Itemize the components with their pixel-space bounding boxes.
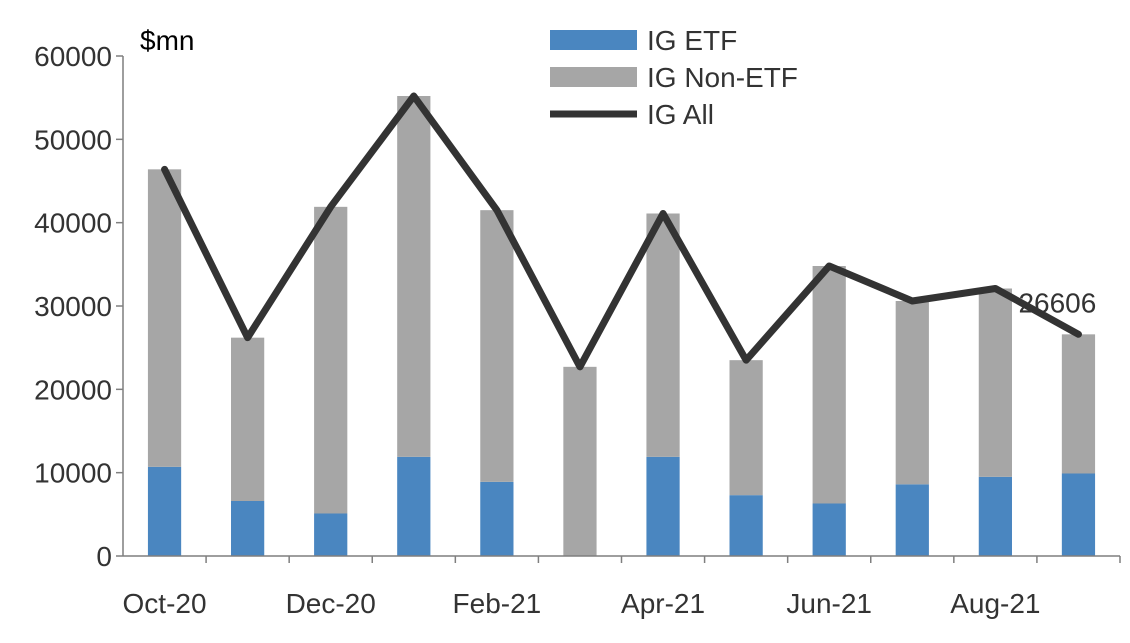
- legend-label-ig-etf: IG ETF: [647, 25, 737, 56]
- line-point-apr-21: [662, 212, 665, 215]
- bars-layer: [147, 96, 1096, 556]
- y-tick-label: 40000: [34, 208, 112, 239]
- line-point-may-21: [745, 359, 748, 362]
- bar-ig-etf-jan-21: [397, 456, 431, 556]
- x-tick-label-feb-21: Feb-21: [453, 588, 542, 619]
- bar-ig-non-etf-jun-21: [812, 266, 846, 504]
- bar-ig-non-etf-nov-20: [231, 337, 265, 501]
- bar-ig-etf-sep-21: [1061, 473, 1096, 556]
- y-tick-label: 50000: [34, 124, 112, 155]
- bar-ig-non-etf-may-21: [729, 360, 763, 496]
- x-tick-label-oct-20: Oct-20: [123, 588, 207, 619]
- line-point-nov-20: [246, 336, 249, 339]
- bar-ig-etf-dec-20: [314, 513, 348, 556]
- line-point-jan-21: [412, 95, 415, 97]
- bar-ig-non-etf-jul-21: [895, 301, 929, 485]
- bar-ig-etf-oct-20: [147, 466, 182, 556]
- bar-ig-non-etf-aug-21: [978, 288, 1012, 477]
- bar-ig-non-etf-dec-20: [314, 206, 348, 514]
- x-tick-label-jun-21: Jun-21: [786, 588, 872, 619]
- y-tick-label: 20000: [34, 374, 112, 405]
- unit-label: $mn: [140, 25, 194, 56]
- bar-ig-etf-may-21: [729, 495, 763, 556]
- bar-ig-non-etf-oct-20: [147, 169, 182, 467]
- axes-layer: 0 10000 20000 30000 40000 50000 60000 Oct-20 Dec…: [34, 41, 1121, 619]
- bar-ig-non-etf-apr-21: [646, 213, 680, 457]
- line-point-jul-21: [911, 300, 914, 302]
- line-point-jun-21: [828, 265, 831, 267]
- line-point-feb-21: [495, 209, 498, 212]
- y-tick-label: 10000: [34, 458, 112, 489]
- bar-ig-non-etf-mar-21: [563, 366, 597, 556]
- bar-ig-non-etf-feb-21: [480, 210, 514, 482]
- annotation-label: 26606: [1018, 287, 1096, 318]
- line-point-oct-20: [163, 168, 166, 171]
- y-tick-label: 30000: [34, 291, 112, 322]
- legend-label-ig-non-etf: IG Non-ETF: [647, 62, 798, 93]
- y-tick-label: 0: [96, 541, 112, 572]
- line-point-aug-21: [994, 287, 997, 290]
- y-tick-label: 60000: [34, 41, 112, 72]
- legend: IG ETF IG Non-ETF IG All: [550, 25, 798, 130]
- bar-ig-etf-feb-21: [480, 481, 514, 556]
- bar-ig-etf-jun-21: [812, 503, 846, 556]
- line-point-dec-20: [329, 205, 332, 208]
- x-tick-label-aug-21: Aug-21: [950, 588, 1040, 619]
- bar-ig-etf-jul-21: [895, 484, 929, 556]
- legend-swatch-ig-non-etf: [550, 67, 637, 87]
- line-point-sep-21: [1077, 333, 1080, 336]
- bar-ig-non-etf-jan-21: [397, 96, 431, 457]
- line-layer: [161, 92, 1082, 371]
- x-tick-label-apr-21: Apr-21: [621, 588, 705, 619]
- bar-ig-etf-apr-21: [646, 456, 680, 556]
- legend-label-ig-all: IG All: [647, 99, 714, 130]
- bar-ig-non-etf-sep-21: [1061, 334, 1096, 474]
- legend-swatch-ig-etf: [550, 30, 637, 50]
- bar-ig-etf-nov-20: [231, 501, 265, 556]
- line-ig-all: [161, 92, 1082, 371]
- line-point-mar-21: [578, 365, 581, 368]
- x-tick-label-dec-20: Dec-20: [286, 588, 376, 619]
- bar-ig-etf-aug-21: [978, 476, 1012, 556]
